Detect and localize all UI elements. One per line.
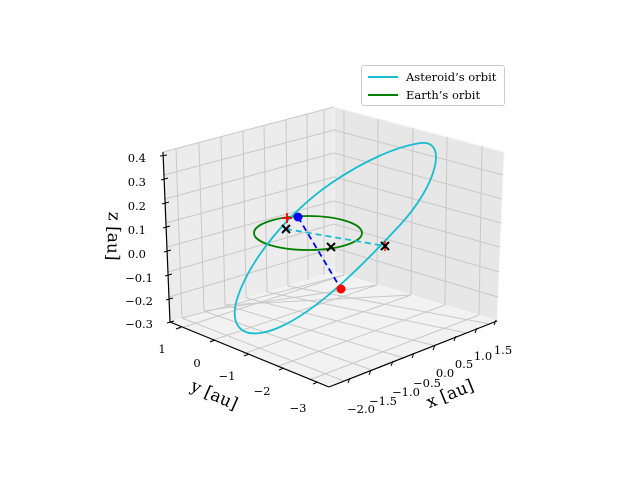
legend: Asteroid’s orbit Earth’s orbit [361,65,505,106]
z-axis-label: z [au] [102,211,124,260]
red-plus-marker [282,213,292,223]
svg-text:1.0: 1.0 [474,349,492,363]
earth-orbit-line [253,215,363,251]
svg-text:0.1: 0.1 [128,223,146,237]
svg-text:0.5: 0.5 [455,357,473,371]
x-tick-labels: −2.0 −1.5 −1.0 −0.5 0.0 0.5 1.0 1.5 [347,343,512,416]
y-ticks [175,326,319,385]
legend-item-earth: Earth’s orbit [368,87,480,103]
svg-text:0.4: 0.4 [128,151,146,165]
legend-item-asteroid: Asteroid’s orbit [368,69,496,85]
legend-swatch-asteroid [368,76,398,78]
svg-text:1.5: 1.5 [494,343,512,357]
x-ticks [347,319,497,384]
svg-text:−2.0: −2.0 [347,402,375,416]
line-of-nodes [285,228,386,247]
z-tick-labels: 0.4 0.3 0.2 0.1 0.0 −0.1 −0.2 −0.3 [125,151,153,331]
x-marker-2 [326,242,336,252]
svg-text:−0.2: −0.2 [125,294,153,308]
y-axis-line [169,321,330,388]
svg-text:−3: −3 [290,401,307,415]
legend-swatch-earth [368,94,398,96]
svg-text:−0.1: −0.1 [125,271,153,285]
asteroid-position-marker [293,212,303,222]
legend-label-earth: Earth’s orbit [406,88,481,102]
x-axis-line [328,320,498,388]
projection-line [297,216,342,290]
svg-text:−1.5: −1.5 [369,394,397,408]
svg-text:0.0: 0.0 [436,366,454,380]
svg-text:−1: −1 [219,369,236,383]
projected-point-marker [336,284,346,294]
asteroid-orbit-line [233,142,437,335]
svg-text:−0.5: −0.5 [413,376,441,390]
x-marker-1 [281,224,291,234]
svg-text:−2: −2 [254,384,271,398]
x-marker-3 [380,241,390,251]
svg-text:0.0: 0.0 [128,247,146,261]
z-axis-line [162,151,171,323]
legend-label-asteroid: Asteroid’s orbit [406,70,497,84]
svg-text:1: 1 [158,342,165,356]
svg-text:−1.0: −1.0 [392,385,420,399]
svg-text:0: 0 [193,356,200,370]
svg-text:0.2: 0.2 [128,199,146,213]
axis-lines [162,151,498,388]
svg-text:0.3: 0.3 [128,175,146,189]
grid-lines [162,106,504,382]
y-tick-labels: 1 0 −1 −2 −3 [158,342,306,415]
z-ticks [159,154,175,324]
svg-text:−0.3: −0.3 [125,317,153,331]
